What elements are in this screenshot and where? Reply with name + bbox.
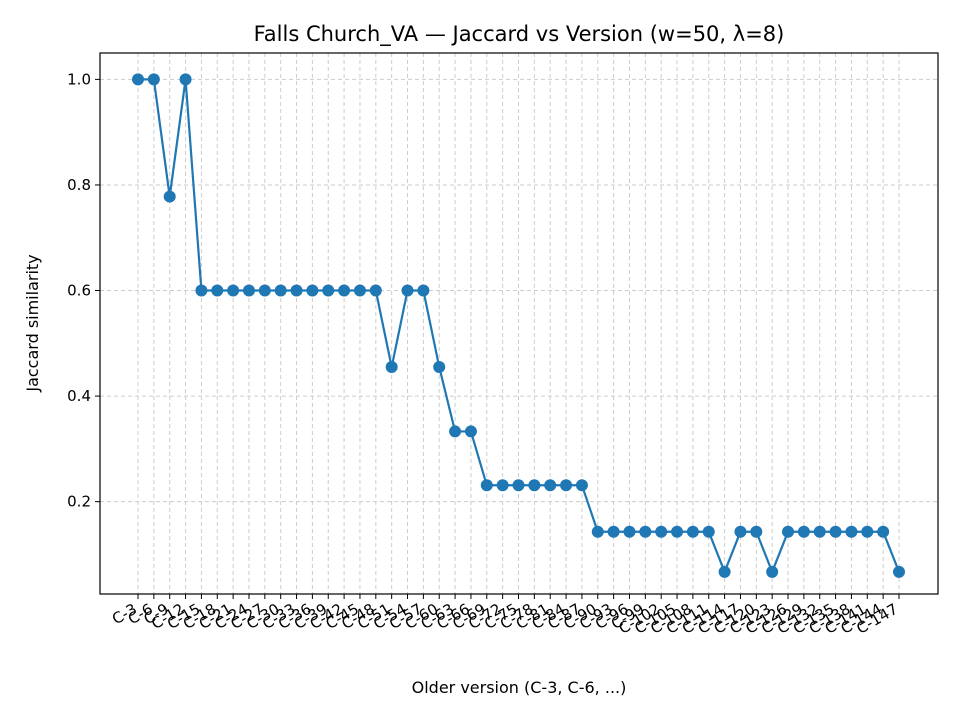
data-point — [211, 284, 224, 297]
y-axis: 0.2 0.4 0.6 0.8 1.0 — [67, 70, 100, 511]
data-point — [718, 565, 731, 578]
data-point — [607, 525, 620, 538]
data-point — [433, 361, 446, 374]
data-point — [417, 284, 430, 297]
data-point — [861, 525, 874, 538]
data-point — [623, 525, 636, 538]
data-point — [655, 525, 668, 538]
data-point — [163, 190, 176, 203]
data-point — [132, 73, 144, 86]
data-point — [401, 284, 414, 297]
data-point — [464, 425, 477, 438]
data-point — [782, 525, 795, 538]
data-point — [449, 425, 462, 438]
data-point — [353, 284, 366, 297]
data-point — [893, 565, 905, 578]
data-point — [258, 284, 271, 297]
y-axis-label: Jaccard similarity — [23, 254, 42, 392]
data-point — [338, 284, 351, 297]
data-point — [496, 479, 509, 492]
data-point — [242, 284, 255, 297]
data-point — [750, 525, 763, 538]
data-point — [227, 284, 240, 297]
data-point — [702, 525, 715, 538]
data-point — [290, 284, 303, 297]
y-tick-label: 0.2 — [67, 493, 91, 511]
data-point — [274, 284, 287, 297]
data-point — [797, 525, 810, 538]
data-point — [385, 361, 398, 374]
y-tick-label: 0.8 — [67, 176, 91, 194]
data-point — [877, 525, 890, 538]
grid — [100, 53, 938, 594]
y-tick-label: 0.6 — [67, 282, 91, 300]
data-point — [591, 525, 604, 538]
data-point — [671, 525, 684, 538]
data-point — [195, 284, 208, 297]
series-layer — [132, 73, 905, 578]
data-point — [512, 479, 525, 492]
data-point — [829, 525, 842, 538]
data-point — [686, 525, 699, 538]
data-point — [147, 73, 160, 86]
data-point — [734, 525, 747, 538]
data-point — [480, 479, 493, 492]
data-point — [528, 479, 541, 492]
y-tick-label: 0.4 — [67, 387, 91, 405]
data-point — [560, 479, 573, 492]
y-tick-label: 1.0 — [67, 70, 91, 88]
data-point — [813, 525, 826, 538]
data-point — [575, 479, 588, 492]
data-point — [544, 479, 557, 492]
plot-frame — [99, 52, 939, 595]
data-point — [845, 525, 858, 538]
chart-title: Falls Church_VA — Jaccard vs Version (w=… — [254, 22, 785, 47]
x-axis: C-3C-6C-9C-12C-15C-18C-21C-24C-27C-30C-3… — [109, 594, 901, 638]
data-point — [306, 284, 319, 297]
x-axis-label: Older version (C-3, C-6, ...) — [412, 678, 627, 697]
data-point — [766, 565, 779, 578]
data-point — [369, 284, 382, 297]
data-point — [322, 284, 335, 297]
data-point — [179, 73, 192, 86]
data-point — [639, 525, 652, 538]
